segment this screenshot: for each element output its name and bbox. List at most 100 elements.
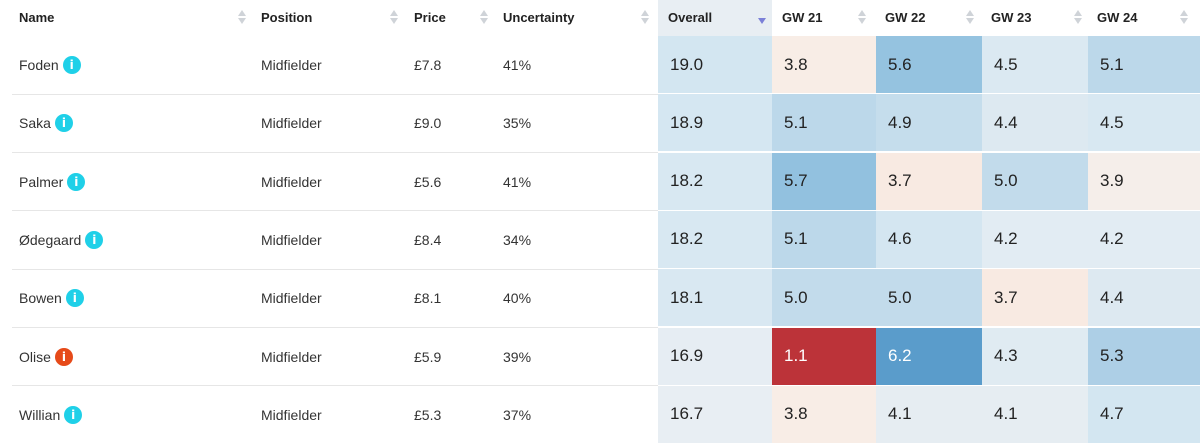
gw22-score-cell: 5.0	[876, 269, 982, 328]
gw22-score-cell: 4.1	[876, 385, 982, 444]
column-header-label: Name	[19, 9, 55, 25]
player-name[interactable]: Palmer	[19, 173, 64, 190]
info-icon[interactable]: i	[85, 230, 104, 249]
info-icon[interactable]: i	[67, 172, 86, 191]
row-divider	[12, 210, 658, 212]
player-name[interactable]: Olise	[19, 348, 51, 365]
overall-score-cell: 18.1	[658, 269, 772, 328]
sort-icon[interactable]	[390, 9, 398, 25]
column-header-gw22[interactable]: GW 22	[885, 0, 925, 34]
gw22-score-cell: 4.6	[876, 210, 982, 269]
gw24-score-cell: 4.7	[1088, 385, 1200, 444]
sort-descending-icon[interactable]	[758, 9, 766, 25]
gw22-score-cell: 5.6	[876, 36, 982, 94]
gw22-score-cell: 4.9	[876, 94, 982, 153]
sort-icon[interactable]	[1180, 9, 1188, 25]
table-row[interactable]: Olise i Midfielder £5.9 39% 16.9 1.1 6.2 4.3 5.3	[0, 327, 1200, 386]
player-uncertainty: 37%	[503, 406, 532, 423]
table-row[interactable]: Bowen i Midfielder £8.1 40% 18.1 5.0 5.0 3.7 4.4	[0, 269, 1200, 328]
player-name[interactable]: Ødegaard	[19, 231, 82, 248]
gw21-score-cell: 5.1	[772, 94, 876, 153]
player-uncertainty: 41%	[503, 173, 532, 190]
column-header-gw24[interactable]: GW 24	[1097, 0, 1137, 34]
column-header-position[interactable]: Position	[261, 0, 312, 34]
player-uncertainty: 35%	[503, 115, 532, 132]
player-position: Midfielder	[261, 406, 322, 423]
gw23-score-cell: 4.4	[982, 94, 1088, 153]
gw21-score-cell: 5.7	[772, 152, 876, 211]
player-name[interactable]: Bowen	[19, 290, 62, 307]
player-price: £5.9	[414, 348, 442, 365]
info-icon[interactable]: i	[64, 405, 83, 424]
gw24-score-cell: 4.2	[1088, 210, 1200, 269]
info-icon[interactable]: i	[54, 114, 73, 133]
player-price: £8.1	[414, 290, 442, 307]
table-row[interactable]: Ødegaard i Midfielder £8.4 34% 18.2 5.1 4.6 4.2 4…	[0, 210, 1200, 269]
player-name[interactable]: Foden	[19, 57, 59, 73]
gw24-score-cell: 4.5	[1088, 94, 1200, 153]
column-header-label: GW 22	[885, 9, 926, 25]
table-row[interactable]: Saka i Midfielder £9.0 35% 18.9 5.1 4.9 4.4 4.5	[0, 94, 1200, 153]
player-name[interactable]: Saka	[19, 115, 51, 132]
player-name-cell: Ødegaard i	[19, 211, 249, 269]
player-name[interactable]: Willian	[19, 406, 61, 423]
info-icon[interactable]: i	[65, 289, 84, 308]
row-divider	[12, 268, 658, 270]
table-row[interactable]: Foden i Midfielder £7.8 41% 19.0 3.8 5.6 4.5 5.1	[0, 36, 1200, 94]
column-header-price[interactable]: Price	[414, 0, 446, 34]
row-divider	[12, 385, 658, 387]
player-price: £9.0	[414, 115, 442, 132]
player-position: Midfielder	[261, 348, 322, 365]
player-name-cell: Palmer i	[19, 153, 249, 211]
column-header-gw21[interactable]: GW 21	[782, 0, 822, 34]
gw22-score-cell: 3.7	[876, 152, 982, 211]
column-header-label: GW 21	[782, 9, 823, 25]
row-divider	[12, 327, 658, 328]
column-header-label: Uncertainty	[503, 9, 575, 25]
overall-header-highlight	[658, 0, 772, 36]
gw23-score-cell: 4.5	[982, 36, 1088, 94]
table-row[interactable]: Palmer i Midfielder £5.6 41% 18.2 5.7 3.7 5.0 3.9	[0, 152, 1200, 211]
info-icon[interactable]: i	[62, 56, 81, 74]
sort-icon[interactable]	[480, 9, 488, 25]
gw21-score-cell: 3.8	[772, 385, 876, 444]
sort-icon[interactable]	[641, 9, 649, 25]
sort-icon[interactable]	[1074, 9, 1082, 25]
overall-score-cell: 16.7	[658, 385, 772, 444]
info-icon[interactable]: i	[54, 347, 73, 366]
player-position: Midfielder	[261, 115, 322, 132]
gw23-score-cell: 5.0	[982, 152, 1088, 211]
sort-icon[interactable]	[858, 9, 866, 25]
player-name-cell: Olise i	[19, 328, 249, 386]
column-header-name[interactable]: Name	[19, 0, 54, 34]
gw21-score-cell: 3.8	[772, 36, 876, 94]
sort-icon[interactable]	[966, 9, 974, 25]
player-price: £5.3	[414, 406, 442, 423]
player-position: Midfielder	[261, 231, 322, 248]
column-header-label: Price	[414, 9, 446, 25]
table-row[interactable]: Willian i Midfielder £5.3 37% 16.7 3.8 4.1 4.1 4.…	[0, 385, 1200, 444]
player-position: Midfielder	[261, 290, 322, 307]
player-name-cell: Willian i	[19, 386, 249, 444]
gw23-score-cell: 4.3	[982, 327, 1088, 386]
player-position: Midfielder	[261, 173, 322, 190]
overall-score-cell: 16.9	[658, 327, 772, 386]
gw23-score-cell: 4.1	[982, 385, 1088, 444]
player-uncertainty: 41%	[503, 57, 532, 73]
column-header-uncertainty[interactable]: Uncertainty	[503, 0, 575, 34]
gw24-score-cell: 3.9	[1088, 152, 1200, 211]
row-divider	[12, 152, 658, 154]
gw24-score-cell: 5.1	[1088, 36, 1200, 94]
gw21-score-cell: 5.0	[772, 269, 876, 328]
row-divider	[12, 93, 658, 95]
player-position: Midfielder	[261, 57, 322, 73]
player-price: £8.4	[414, 231, 442, 248]
sort-icon[interactable]	[238, 9, 246, 25]
column-header-gw23[interactable]: GW 23	[991, 0, 1031, 34]
column-header-label: Overall	[668, 9, 713, 25]
player-name-cell: Bowen i	[19, 269, 249, 327]
column-header-overall[interactable]: Overall	[668, 0, 712, 34]
column-header-label: GW 24	[1097, 9, 1138, 25]
player-uncertainty: 34%	[503, 231, 532, 248]
